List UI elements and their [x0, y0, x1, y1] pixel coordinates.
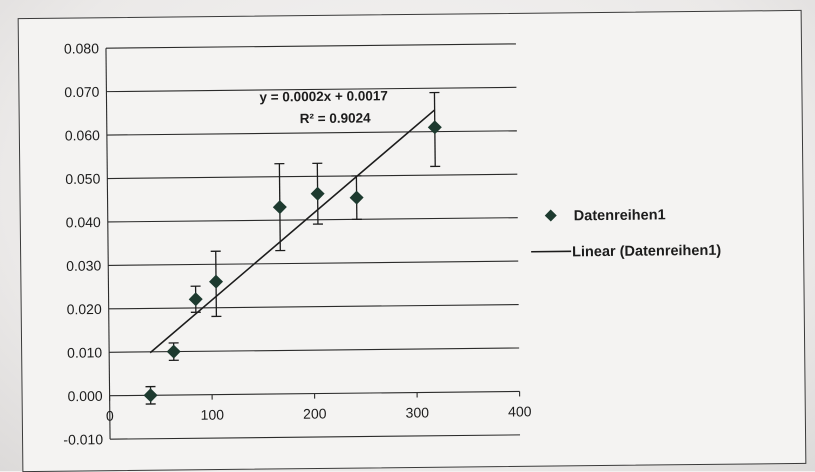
trendline-r-squared: R² = 0.9024	[300, 110, 372, 126]
data-point-6	[350, 191, 364, 205]
y-tick-label-1: 0.000	[67, 388, 102, 404]
legend: Datenreihen1 Linear (Datenreihen1)	[531, 207, 722, 261]
x-tick-label-4: 400	[508, 403, 532, 419]
y-tick-label-4: 0.030	[66, 257, 101, 273]
gridline-y-6	[107, 174, 517, 178]
x-tick-labels: 0 100 200 300 400	[106, 403, 532, 423]
x-tick-label-3: 300	[406, 404, 430, 420]
data-point-4	[273, 200, 287, 214]
y-tick-label-2: 0.010	[67, 344, 102, 360]
y-tick-label-3: 0.020	[67, 301, 102, 317]
data-point-2	[189, 292, 203, 306]
error-bars	[142, 92, 442, 404]
y-tick-label-0: -0.010	[63, 431, 103, 447]
data-point-0	[144, 388, 158, 402]
y-axis-line	[106, 48, 110, 439]
data-point-5	[311, 187, 325, 201]
y-tick-label-6: 0.050	[65, 171, 100, 187]
trendline-group	[148, 110, 437, 353]
data-point-7	[428, 120, 442, 134]
gridline-y-4	[108, 261, 518, 265]
chart-frame: -0.010 0.000 0.010 0.020 0.030 0.040 0.050 0.06…	[18, 10, 807, 472]
y-tick-label-8: 0.070	[64, 84, 99, 100]
gridline-y-7	[107, 131, 517, 135]
y-tick-label-5: 0.040	[66, 214, 101, 230]
data-points	[141, 120, 445, 402]
y-tick-label-7: 0.060	[65, 127, 100, 143]
y-tick-label-9: 0.080	[64, 40, 99, 56]
x-tick-label-1: 100	[201, 407, 225, 423]
x-tick-label-2: 200	[303, 405, 327, 421]
gridline-y-5	[108, 218, 518, 222]
y-tick-labels: -0.010 0.000 0.010 0.020 0.030 0.040 0.050 0.06…	[59, 40, 103, 447]
data-point-3	[209, 275, 223, 289]
legend-label-linear: Linear (Datenreihen1)	[572, 243, 721, 261]
gridline-y-3	[109, 305, 519, 309]
gridline-y-9	[106, 44, 516, 48]
legend-label-datenreihen1: Datenreihen1	[574, 207, 666, 224]
scatter-chart: -0.010 0.000 0.010 0.020 0.030 0.040 0.050 0.06…	[19, 11, 806, 471]
legend-marker-datenreihen1	[545, 209, 557, 221]
trendline	[148, 110, 437, 353]
trendline-equation: y = 0.0002x + 0.0017	[259, 88, 388, 104]
data-point-1	[167, 345, 181, 359]
x-tick-label-0: 0	[106, 408, 114, 424]
gridline-y-0	[110, 435, 520, 439]
